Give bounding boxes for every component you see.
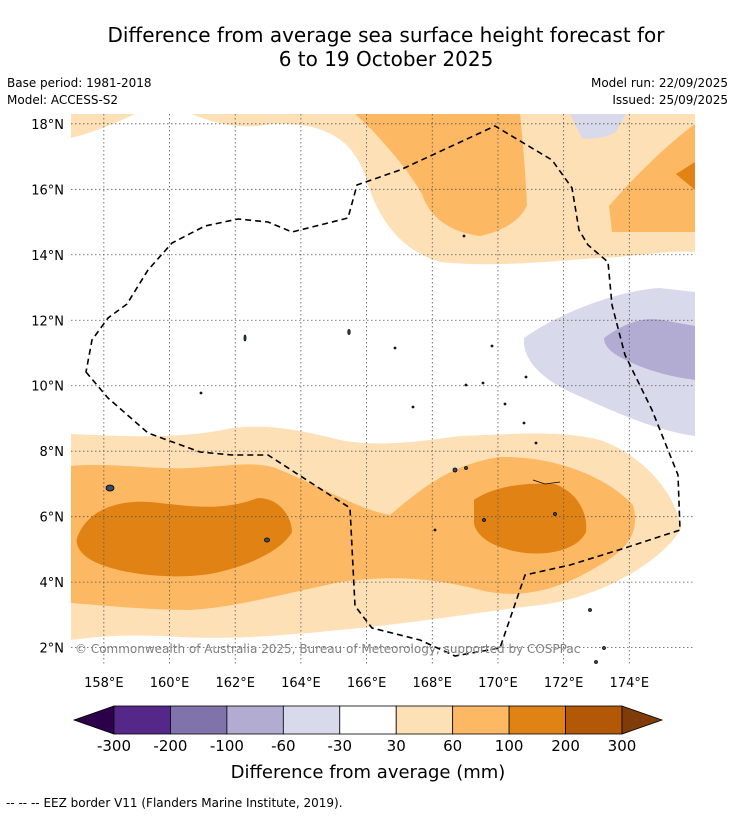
lon-tick-166: 166°E xyxy=(347,676,387,691)
lat-tick-8: 8°N xyxy=(40,445,65,460)
chart-title-line-2: 6 to 19 October 2025 xyxy=(278,47,494,71)
contour-fill-100-200-north-east xyxy=(676,162,695,190)
lon-tick-168: 168°E xyxy=(412,676,452,691)
eez-legend-marker: -- -- -- xyxy=(6,796,40,810)
colorbar-tick-0: -300 xyxy=(97,737,131,755)
lon-tick-174: 174°E xyxy=(610,676,650,691)
lat-tick-18: 18°N xyxy=(31,118,64,133)
colorbar-tick-3: -60 xyxy=(271,737,296,755)
colorbar: -300 -200 -100 -60 -30 30 60 100 200 300 xyxy=(72,705,664,755)
colorbar-tick-6: 60 xyxy=(443,737,462,755)
copyright-notice: © Commonwealth of Australia 2025, Bureau… xyxy=(75,642,580,656)
contour-fill-neg-30-60-north xyxy=(570,114,626,139)
lon-tick-158: 158°E xyxy=(84,676,124,691)
contour-fill-100-200-west xyxy=(76,498,292,577)
contour-fill-60-100-north-centre xyxy=(355,114,527,236)
lat-tick-12: 12°N xyxy=(31,314,64,329)
colorbar-tick-8: 200 xyxy=(551,737,580,755)
colorbar-bin-8 xyxy=(565,705,623,735)
lat-tick-6: 6°N xyxy=(40,511,65,526)
colorbar-tick-2: -100 xyxy=(210,737,244,755)
lat-tick-10: 10°N xyxy=(31,380,64,395)
colorbar-extend-low xyxy=(72,705,115,735)
colorbar-bin-3 xyxy=(282,705,341,735)
colorbar-extend-high xyxy=(621,705,664,735)
eez-legend-text: EEZ border V11 (Flanders Marine Institut… xyxy=(43,796,343,810)
colorbar-tick-1: -200 xyxy=(153,737,187,755)
islands xyxy=(105,234,606,664)
colorbar-tick-7: 100 xyxy=(495,737,524,755)
lon-tick-160: 160°E xyxy=(150,676,190,691)
eez-legend: -- -- -- EEZ border V11 (Flanders Marine… xyxy=(6,796,343,810)
colorbar-bin-7 xyxy=(508,705,566,735)
chart-title-line-1: Difference from average sea surface heig… xyxy=(107,23,665,47)
lat-tick-4: 4°N xyxy=(40,576,65,591)
contour-fill-60-100-north-east xyxy=(609,124,695,232)
eez-border xyxy=(85,125,681,657)
colorbar-bin-2 xyxy=(226,705,284,735)
colorbar-bin-0 xyxy=(113,705,171,735)
latitude-gridlines xyxy=(71,123,695,649)
colorbar-tick-9: 300 xyxy=(608,737,637,755)
map-area: © Commonwealth of Australia 2025, Bureau… xyxy=(71,114,695,664)
model-run: Model run: 22/09/2025 xyxy=(590,76,728,90)
lon-tick-172: 172°E xyxy=(544,676,584,691)
lon-tick-170: 170°E xyxy=(478,676,518,691)
base-period: Base period: 1981-2018 xyxy=(7,76,152,90)
contour-fill-neg-60-100 xyxy=(604,319,695,380)
colorbar-tick-4: -30 xyxy=(328,737,353,755)
lat-tick-2: 2°N xyxy=(40,642,65,657)
lon-tick-162: 162°E xyxy=(215,676,255,691)
colorbar-bin-1 xyxy=(170,705,228,735)
contour-fill-30-60-northwest xyxy=(71,114,135,138)
lat-tick-14: 14°N xyxy=(31,249,64,264)
lat-tick-16: 16°N xyxy=(31,183,64,198)
latitude-tick-labels: 18°N 16°N 14°N 12°N 10°N 8°N 6°N 4°N 2°N xyxy=(31,118,64,657)
colorbar-label: Difference from average (mm) xyxy=(231,762,506,783)
colorbar-bin-6 xyxy=(452,705,510,735)
lon-tick-164: 164°E xyxy=(281,676,321,691)
longitude-tick-labels: 158°E 160°E 162°E 164°E 166°E 168°E 170°E 172°E… xyxy=(84,676,649,691)
model-name: Model: ACCESS-S2 xyxy=(7,93,119,107)
colorbar-bin-5 xyxy=(395,705,454,735)
colorbar-tick-5: 30 xyxy=(387,737,406,755)
contour-fill-100-200-east xyxy=(474,483,587,554)
colorbar-bin-4 xyxy=(339,705,397,735)
issued-date: Issued: 25/09/2025 xyxy=(612,93,728,107)
